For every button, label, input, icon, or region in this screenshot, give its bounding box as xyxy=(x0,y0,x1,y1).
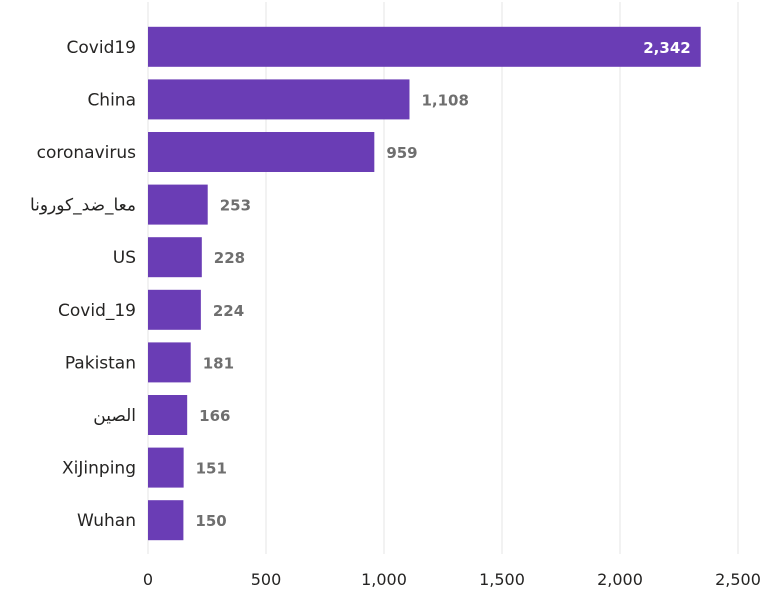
category-label: Covid19 xyxy=(67,38,136,58)
bar xyxy=(148,500,184,541)
bars xyxy=(148,26,701,541)
data-label: 228 xyxy=(214,249,245,267)
bar xyxy=(148,79,410,120)
category-label: Pakistan xyxy=(65,353,136,373)
bar xyxy=(148,342,191,383)
bar xyxy=(148,289,201,330)
category-label: US xyxy=(113,248,136,268)
bar xyxy=(148,26,701,67)
bar xyxy=(148,184,208,225)
category-label: Wuhan xyxy=(77,511,136,531)
x-tick-label: 0 xyxy=(143,570,153,589)
bar xyxy=(148,237,202,278)
bar xyxy=(148,132,375,172)
x-tick-label: 1,500 xyxy=(479,570,525,589)
x-tick-label: 2,500 xyxy=(715,570,761,589)
category-label: الصين xyxy=(93,406,136,426)
data-label: 1,108 xyxy=(421,91,468,109)
category-label: China xyxy=(87,90,136,110)
category-label: Covid_19 xyxy=(58,301,136,321)
data-label: 959 xyxy=(386,144,417,162)
data-label: 2,342 xyxy=(643,39,690,57)
category-label: XiJinping xyxy=(62,459,136,479)
category-labels: Covid19 China coronavirus معا_ضد_كورونا US Co… xyxy=(30,38,136,531)
bar xyxy=(148,447,184,488)
data-label: 181 xyxy=(203,354,234,372)
category-label: معا_ضد_كورونا xyxy=(30,196,136,216)
x-axis-ticks: 0 500 1,000 1,500 2,000 2,500 xyxy=(143,570,761,589)
category-label: coronavirus xyxy=(37,143,137,163)
data-label: 151 xyxy=(196,460,227,478)
data-label: 224 xyxy=(213,302,244,320)
bar xyxy=(148,395,188,435)
data-label: 150 xyxy=(195,512,226,530)
value-labels: 2,342 1,108 959 253 228 224 181 166 151 150 xyxy=(195,39,690,530)
data-label: 166 xyxy=(199,407,230,425)
x-tick-label: 1,000 xyxy=(361,570,407,589)
data-label: 253 xyxy=(220,197,251,215)
x-tick-label: 500 xyxy=(251,570,282,589)
x-tick-label: 2,000 xyxy=(597,570,643,589)
